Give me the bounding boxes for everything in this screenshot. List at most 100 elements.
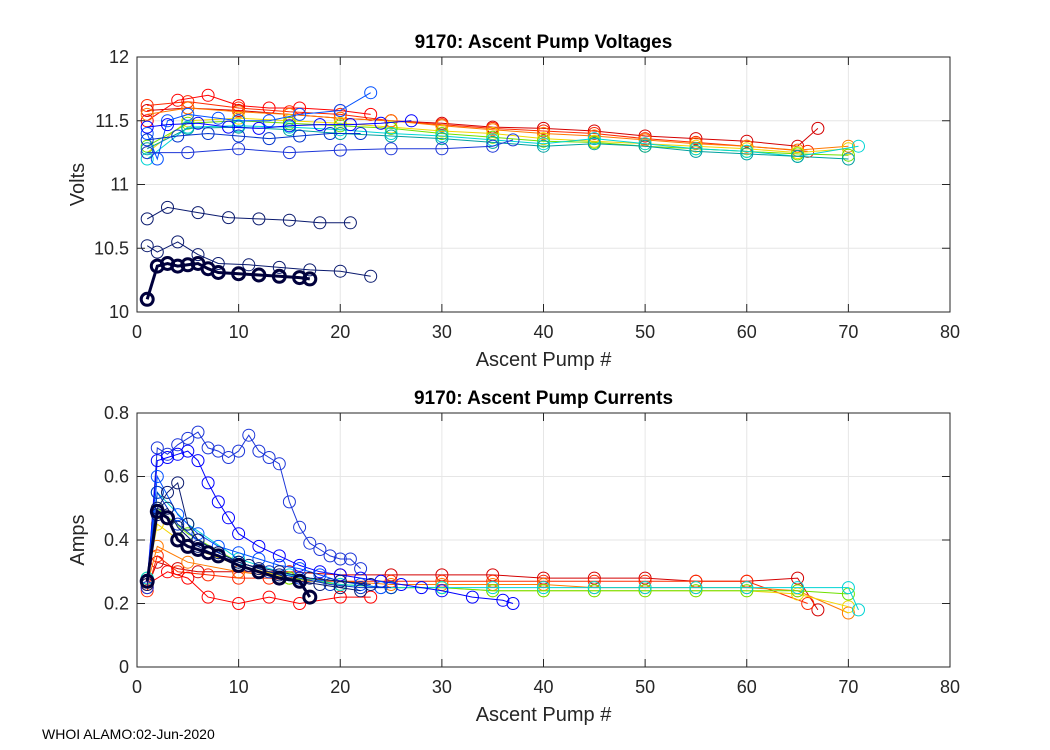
data-point — [313, 568, 327, 582]
data-point — [841, 152, 855, 166]
data-point — [140, 107, 154, 121]
data-point — [354, 562, 368, 576]
y-tick-label: 0.8 — [104, 403, 129, 423]
data-point — [537, 139, 550, 153]
x-tick-label: 80 — [940, 677, 960, 697]
data-point — [262, 590, 276, 604]
data-point — [313, 565, 327, 579]
data-point — [149, 503, 165, 519]
data-point — [161, 200, 174, 214]
chart-title: 9170: Ascent Pump Currents — [414, 388, 673, 409]
x-tick-label: 0 — [132, 322, 142, 342]
data-point — [740, 134, 754, 148]
data-point — [191, 116, 205, 130]
data-point — [160, 510, 175, 526]
data-point — [232, 111, 246, 125]
data-point — [486, 135, 500, 149]
series-blue-1 — [140, 425, 368, 595]
data-point — [210, 265, 226, 280]
data-point — [293, 129, 307, 143]
data-point — [537, 581, 550, 595]
data-point — [150, 454, 164, 468]
data-point — [272, 457, 286, 471]
series-line — [146, 241, 371, 277]
data-point — [354, 581, 368, 595]
data-point — [232, 114, 246, 128]
data-point — [232, 444, 246, 458]
series-line — [147, 101, 808, 152]
data-point — [252, 121, 266, 135]
data-point — [811, 603, 825, 617]
data-point — [740, 581, 754, 595]
data-point — [191, 425, 205, 439]
data-point — [638, 571, 652, 585]
data-point — [211, 495, 225, 509]
data-point — [181, 431, 195, 445]
data-point — [841, 581, 855, 595]
data-point — [231, 266, 247, 282]
data-point — [140, 239, 154, 253]
data-point — [333, 143, 347, 157]
data-point — [271, 570, 287, 586]
data-point — [161, 114, 174, 128]
data-point — [282, 123, 296, 137]
current-chart: 0 10 20 30 40 50 60 70 80 0 0.2 0.4 0.6 0.8 9170: Asce… — [67, 388, 960, 726]
data-point — [323, 578, 337, 591]
data-point — [791, 149, 805, 163]
data-point — [232, 597, 246, 610]
data-point — [537, 121, 550, 135]
data-point — [171, 235, 185, 249]
data-point — [201, 441, 215, 455]
data-point — [161, 485, 174, 499]
data-point — [486, 123, 500, 137]
data-point — [150, 470, 164, 483]
data-point — [587, 571, 601, 585]
data-point — [171, 93, 185, 107]
data-point — [740, 142, 754, 156]
series-navy-2 — [140, 235, 378, 283]
data-point — [170, 532, 186, 548]
data-point — [791, 581, 805, 595]
data-point — [140, 120, 154, 134]
series-red-3 — [140, 88, 378, 128]
data-point — [303, 536, 317, 550]
data-point — [841, 600, 855, 614]
series-line — [145, 261, 310, 300]
y-tick-label: 11 — [110, 175, 129, 195]
data-point — [333, 104, 347, 117]
data-point — [211, 444, 225, 458]
series-line — [146, 94, 371, 122]
data-point — [404, 114, 418, 128]
data-point — [201, 568, 215, 582]
data-point — [272, 260, 286, 274]
data-point — [394, 578, 408, 591]
data-point — [222, 211, 235, 225]
data-point — [232, 129, 246, 143]
y-tick-label: 12 — [109, 47, 129, 67]
data-point — [841, 139, 855, 153]
data-point — [262, 451, 276, 464]
y-tick-label: 10.5 — [94, 238, 129, 258]
data-point — [171, 476, 185, 490]
data-point — [302, 271, 318, 287]
data-point — [740, 584, 754, 598]
data-point — [435, 132, 449, 146]
data-point — [364, 590, 378, 604]
data-point — [282, 213, 296, 227]
data-point — [232, 142, 246, 156]
data-point — [435, 581, 449, 595]
data-point — [181, 146, 195, 160]
data-point — [323, 127, 337, 140]
y-axis-label: Volts — [67, 163, 89, 206]
data-point — [364, 86, 378, 100]
data-point — [506, 597, 520, 610]
data-point — [435, 142, 449, 156]
data-point — [465, 590, 479, 604]
data-point — [333, 119, 347, 133]
data-point — [293, 107, 307, 121]
data-point — [811, 121, 825, 135]
data-point — [140, 99, 154, 112]
data-point — [313, 578, 327, 591]
data-point — [262, 114, 276, 128]
